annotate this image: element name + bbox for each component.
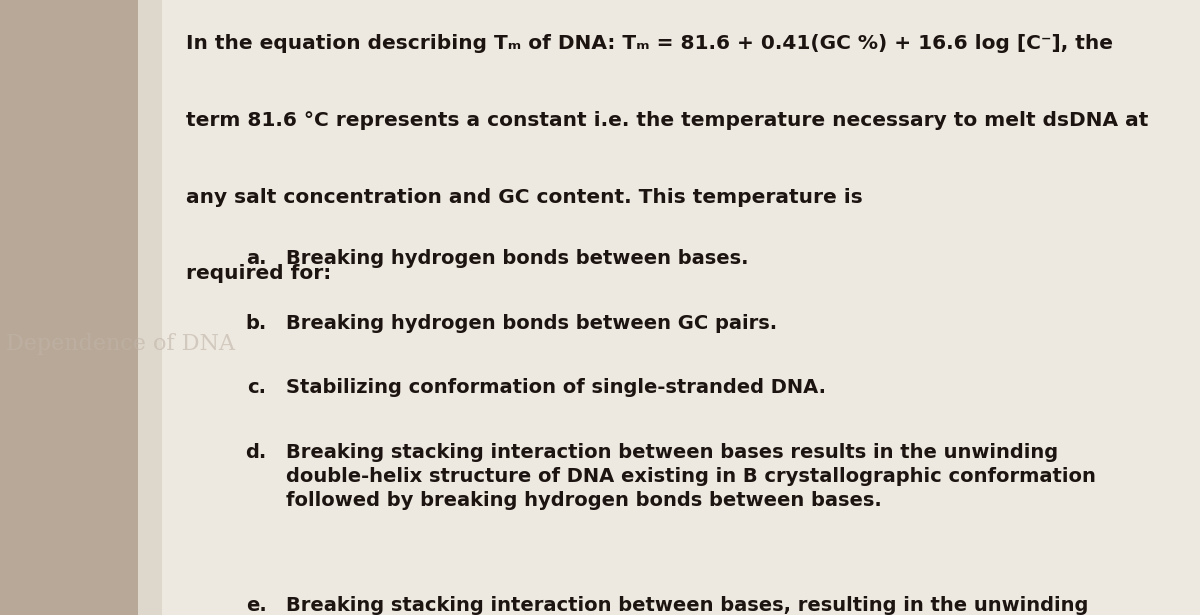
Bar [138, 0, 1200, 615]
Text: e.: e. [246, 596, 266, 615]
Text: In the equation describing Tₘ of DNA: Tₘ = 81.6 + 0.41(GC %) + 16.6 log [C⁻], th: In the equation describing Tₘ of DNA: Tₘ… [186, 34, 1114, 53]
Text: d.: d. [245, 443, 266, 462]
Bar [0, 0, 138, 615]
Text: term 81.6 °C represents a constant i.e. the temperature necessary to melt dsDNA : term 81.6 °C represents a constant i.e. … [186, 111, 1148, 130]
Text: Breaking stacking interaction between bases, resulting in the unwinding
double-h: Breaking stacking interaction between ba… [286, 596, 1088, 615]
Text: any salt concentration and GC content. This temperature is: any salt concentration and GC content. T… [186, 188, 863, 207]
Text: Breaking hydrogen bonds between GC pairs.: Breaking hydrogen bonds between GC pairs… [286, 314, 776, 333]
Text: Breaking hydrogen bonds between bases.: Breaking hydrogen bonds between bases. [286, 249, 748, 268]
Text: a.: a. [246, 249, 266, 268]
Text: Dependence of DNA: Dependence of DNA [6, 333, 235, 355]
Text: required for:: required for: [186, 264, 331, 284]
Text: b.: b. [245, 314, 266, 333]
Bar [138, 0, 162, 615]
Text: Breaking stacking interaction between bases results in the unwinding
double-heli: Breaking stacking interaction between ba… [286, 443, 1096, 510]
Text: Stabilizing conformation of single-stranded DNA.: Stabilizing conformation of single-stran… [286, 378, 826, 397]
Text: c.: c. [247, 378, 266, 397]
